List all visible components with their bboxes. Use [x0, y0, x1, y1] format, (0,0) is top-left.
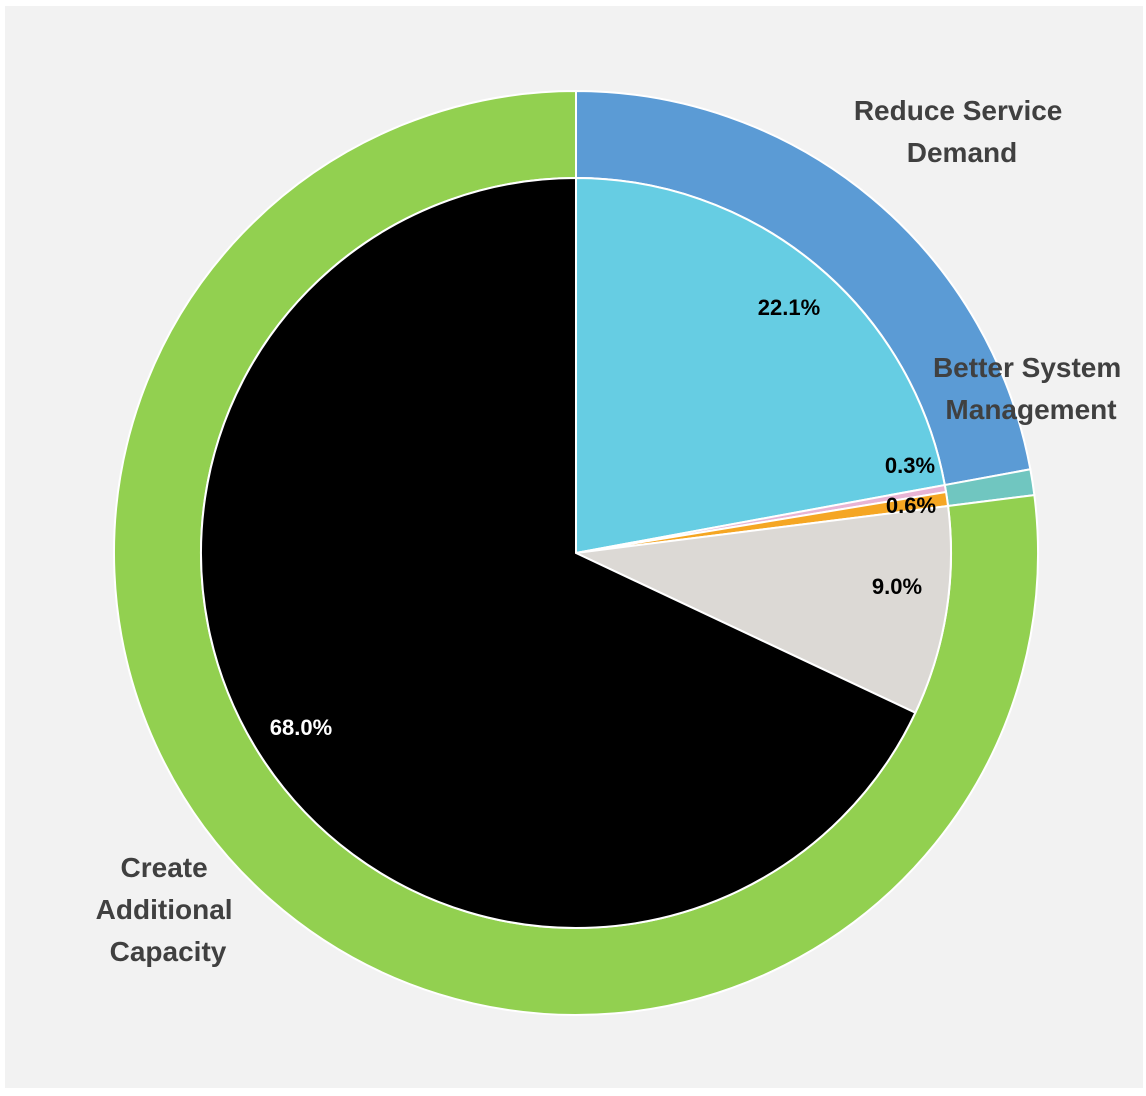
category-label-reduce-service-demand: Reduce Service Demand — [854, 95, 1070, 168]
data-label-capacity-sub-2: 68.0% — [270, 715, 332, 740]
inner-pie — [200, 176, 952, 929]
data-label-better-system-sub-1: 0.3% — [885, 453, 935, 478]
data-label-better-system-sub-2: 0.6% — [886, 493, 936, 518]
data-label-reduce-service-demand: 22.1% — [758, 295, 820, 320]
category-label-create-additional-capacity: Create Additional Capacity — [96, 852, 241, 967]
inner-pie-slice-4 — [200, 176, 917, 929]
inner-pie-slice-3 — [572, 504, 952, 714]
inner-pie-slice-0 — [575, 176, 946, 555]
category-label-better-system-management: Better System Management — [933, 352, 1129, 425]
labels: 22.1% 0.3% 0.6% 9.0% 68.0% Reduce Servic… — [96, 95, 1129, 967]
data-label-capacity-sub-1: 9.0% — [872, 574, 922, 599]
